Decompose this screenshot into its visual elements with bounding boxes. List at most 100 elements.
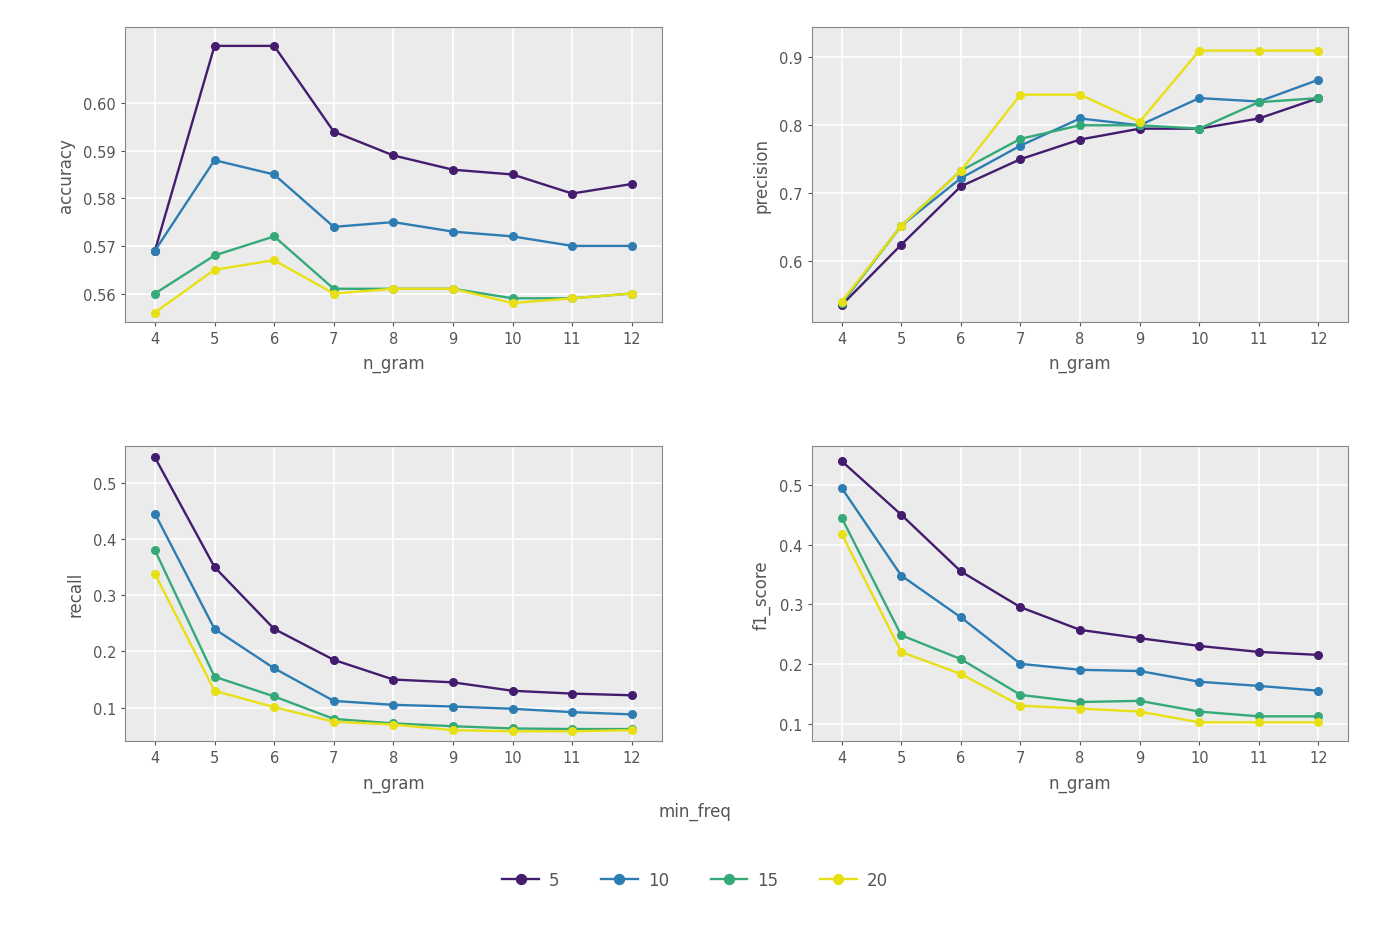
20: [1311, 717, 1327, 728]
Y-axis label: f1_score: f1_score: [752, 559, 771, 629]
10: [624, 709, 641, 720]
20: [833, 528, 849, 540]
15: [1012, 690, 1029, 701]
10: [325, 222, 342, 234]
15: [146, 288, 163, 299]
10: [892, 221, 909, 232]
20: [1012, 700, 1029, 711]
20: [952, 668, 969, 679]
20: [1251, 717, 1268, 728]
10: [385, 217, 402, 228]
20: [1191, 717, 1208, 728]
20: [1131, 117, 1148, 128]
20: [206, 265, 222, 276]
15: [952, 166, 969, 177]
5: [445, 677, 461, 688]
20: [445, 725, 461, 736]
Line: 15: 15: [838, 514, 1322, 720]
Line: 5: 5: [152, 43, 635, 255]
10: [1311, 685, 1327, 696]
15: [445, 721, 461, 732]
15: [325, 284, 342, 295]
Legend: 5, 10, 15, 20: 5, 10, 15, 20: [496, 864, 894, 895]
15: [1131, 695, 1148, 706]
20: [146, 568, 163, 579]
5: [1251, 647, 1268, 658]
5: [1072, 134, 1088, 146]
10: [564, 241, 581, 252]
5: [952, 566, 969, 578]
15: [1072, 121, 1088, 132]
Line: 20: 20: [838, 47, 1322, 306]
5: [1191, 124, 1208, 135]
20: [1251, 46, 1268, 57]
15: [206, 671, 222, 682]
10: [1072, 665, 1088, 676]
15: [1251, 711, 1268, 722]
10: [1131, 121, 1148, 132]
5: [892, 240, 909, 251]
5: [1131, 124, 1148, 135]
5: [1012, 602, 1029, 613]
5: [833, 300, 849, 311]
5: [325, 654, 342, 666]
10: [385, 700, 402, 711]
10: [1072, 114, 1088, 125]
10: [624, 241, 641, 252]
10: [505, 232, 521, 243]
10: [952, 612, 969, 623]
15: [1191, 706, 1208, 717]
5: [1072, 625, 1088, 636]
15: [385, 718, 402, 730]
Line: 15: 15: [838, 95, 1322, 308]
Line: 5: 5: [838, 95, 1322, 310]
10: [564, 706, 581, 717]
15: [265, 692, 282, 703]
10: [1191, 94, 1208, 105]
10: [146, 509, 163, 520]
20: [445, 284, 461, 295]
Text: min_freq: min_freq: [659, 802, 731, 820]
Y-axis label: recall: recall: [67, 572, 85, 616]
15: [1131, 121, 1148, 132]
15: [1191, 124, 1208, 135]
20: [146, 308, 163, 319]
10: [833, 298, 849, 310]
20: [892, 647, 909, 658]
10: [1251, 680, 1268, 692]
15: [892, 630, 909, 641]
10: [445, 227, 461, 238]
15: [564, 294, 581, 305]
20: [1131, 706, 1148, 717]
10: [1311, 75, 1327, 86]
10: [325, 695, 342, 706]
Line: 20: 20: [838, 530, 1322, 727]
5: [1191, 641, 1208, 652]
Line: 15: 15: [152, 547, 635, 733]
15: [892, 221, 909, 232]
20: [564, 726, 581, 737]
X-axis label: n_gram: n_gram: [1048, 774, 1112, 792]
5: [892, 510, 909, 521]
Line: 5: 5: [152, 454, 635, 699]
5: [1012, 155, 1029, 166]
5: [325, 127, 342, 138]
Line: 10: 10: [152, 158, 635, 255]
10: [1131, 666, 1148, 677]
5: [265, 42, 282, 53]
5: [1311, 650, 1327, 661]
5: [206, 42, 222, 53]
10: [892, 570, 909, 581]
15: [265, 232, 282, 243]
Y-axis label: precision: precision: [753, 138, 771, 213]
Line: 15: 15: [152, 234, 635, 303]
10: [1251, 96, 1268, 108]
X-axis label: n_gram: n_gram: [361, 774, 425, 792]
5: [1311, 94, 1327, 105]
5: [624, 179, 641, 190]
15: [445, 284, 461, 295]
Line: 10: 10: [838, 485, 1322, 694]
20: [385, 284, 402, 295]
5: [564, 688, 581, 699]
20: [265, 255, 282, 266]
